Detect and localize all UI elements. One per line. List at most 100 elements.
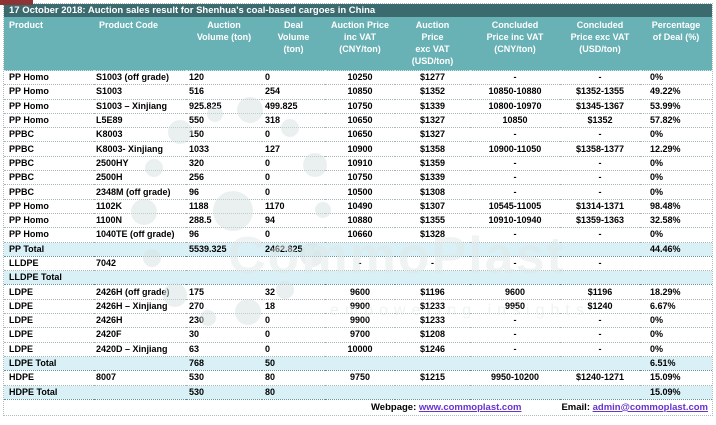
cell-concluded_price_inc_vat: - bbox=[470, 313, 560, 329]
cell-product: LDPE bbox=[4, 342, 94, 357]
cell-product_code: 2426H – Xinjiang bbox=[94, 299, 186, 315]
report-title: 17 October 2018: Auction sales result fo… bbox=[4, 4, 712, 17]
cell-deal_volume: 2462.825 bbox=[262, 241, 325, 257]
cell-auction_price_inc_vat: 9900 bbox=[325, 299, 395, 315]
cell-percentage_of_deal: 44.46% bbox=[640, 241, 712, 257]
cell-concluded_price_exc_vat: $1240-1271 bbox=[560, 370, 640, 386]
cell-percentage_of_deal: 32.58% bbox=[640, 213, 712, 229]
total-row: LLDPE Total bbox=[4, 270, 712, 286]
cell-concluded_price_exc_vat: - bbox=[560, 70, 640, 86]
cell-auction_price_exc_vat: $1196 bbox=[395, 284, 470, 300]
cell-auction_price_inc_vat: 9700 bbox=[325, 327, 395, 343]
cell-concluded_price_inc_vat: 9950 bbox=[470, 299, 560, 315]
cell-product: LLDPE Total bbox=[4, 270, 94, 286]
auction-results-table: Product Product Code Auction Volume (ton) D… bbox=[4, 17, 712, 400]
cell-auction_price_exc_vat: $1277 bbox=[395, 70, 470, 86]
cell-deal_volume: 254 bbox=[262, 84, 325, 100]
cell-auction_price_inc_vat: 9750 bbox=[325, 370, 395, 386]
column-header-auction_price_inc_vat: Auction Price inc VAT (CNY/ton) bbox=[325, 17, 395, 71]
cell-concluded_price_inc_vat bbox=[470, 355, 560, 372]
auction-table-body: PP Homo S1003 (off grade) 120 0 10250 $1277- -… bbox=[4, 70, 712, 400]
cell-concluded_price_exc_vat: - bbox=[560, 156, 640, 172]
cell-auction_price_exc_vat: $1208 bbox=[395, 327, 470, 343]
cell-auction_price_exc_vat: $1339 bbox=[395, 170, 470, 186]
cell-auction_price_exc_vat: - bbox=[395, 256, 470, 272]
cell-auction_price_exc_vat: $1308 bbox=[395, 184, 470, 200]
cell-product_code: 2426H (off grade) bbox=[94, 284, 186, 300]
cell-product_code: K8003 bbox=[94, 127, 186, 143]
cell-auction_volume: 320 bbox=[186, 156, 262, 172]
cell-deal_volume bbox=[262, 256, 325, 272]
cell-auction_volume: 63 bbox=[186, 342, 262, 357]
cell-auction_price_exc_vat: $1233 bbox=[395, 299, 470, 315]
cell-deal_volume bbox=[262, 270, 325, 286]
cell-product_code: 2500H bbox=[94, 170, 186, 186]
cell-product: PP Total bbox=[4, 241, 94, 257]
table-row: PP Homo S1003 – Xinjiang 925.825 499.825 107… bbox=[4, 99, 712, 114]
cell-auction_volume: 288.5 bbox=[186, 213, 262, 229]
cell-auction_price_exc_vat: $1233 bbox=[395, 313, 470, 329]
cell-deal_volume: 0 bbox=[262, 127, 325, 143]
cell-auction_price_exc_vat bbox=[395, 355, 470, 372]
cell-percentage_of_deal: 53.99% bbox=[640, 99, 712, 114]
cell-concluded_price_exc_vat: - bbox=[560, 327, 640, 343]
cell-product: PPBC bbox=[4, 170, 94, 186]
cell-auction_price_inc_vat: 10000 bbox=[325, 342, 395, 357]
cell-product_code: L5E89 bbox=[94, 113, 186, 129]
cell-concluded_price_exc_vat bbox=[560, 384, 640, 400]
webpage-link[interactable]: www.commoplast.com bbox=[418, 401, 522, 413]
cell-auction_volume: 96 bbox=[186, 184, 262, 200]
cell-percentage_of_deal bbox=[640, 270, 712, 286]
cell-deal_volume: 18 bbox=[262, 299, 325, 315]
table-row: PP Homo 1040TE (off grade) 96 0 10660 $1328- -… bbox=[4, 227, 712, 243]
cell-auction_volume: 925.825 bbox=[186, 99, 262, 114]
cell-percentage_of_deal: 15.09% bbox=[640, 370, 712, 386]
cell-auction_price_exc_vat bbox=[395, 241, 470, 257]
cell-concluded_price_exc_vat bbox=[560, 355, 640, 372]
cell-deal_volume: 0 bbox=[262, 327, 325, 343]
cell-percentage_of_deal: 0% bbox=[640, 184, 712, 200]
email-link[interactable]: admin@commoplast.com bbox=[592, 401, 708, 413]
cell-auction_volume: 175 bbox=[186, 284, 262, 300]
cell-product_code: K8003- Xinjiang bbox=[94, 141, 186, 157]
cell-concluded_price_inc_vat: - bbox=[470, 70, 560, 86]
cell-concluded_price_inc_vat bbox=[470, 384, 560, 400]
cell-concluded_price_inc_vat: - bbox=[470, 227, 560, 243]
email-label: Email: bbox=[561, 401, 590, 413]
cell-concluded_price_exc_vat: - bbox=[560, 184, 640, 200]
cell-auction_price_inc_vat: 10900 bbox=[325, 141, 395, 157]
cell-deal_volume: 0 bbox=[262, 342, 325, 357]
cell-percentage_of_deal: 0% bbox=[640, 70, 712, 86]
cell-concluded_price_exc_vat bbox=[560, 270, 640, 286]
cell-percentage_of_deal: 0% bbox=[640, 327, 712, 343]
cell-concluded_price_exc_vat: $1352 bbox=[560, 113, 640, 129]
cell-product: PP Homo bbox=[4, 70, 94, 86]
cell-concluded_price_inc_vat: 10850 bbox=[470, 113, 560, 129]
cell-product: PP Homo bbox=[4, 213, 94, 229]
cell-auction_price_exc_vat: $1307 bbox=[395, 199, 470, 214]
cell-product: PP Homo bbox=[4, 113, 94, 129]
cell-percentage_of_deal: 0% bbox=[640, 313, 712, 329]
cell-concluded_price_exc_vat bbox=[560, 241, 640, 257]
cell-product_code: 2420F bbox=[94, 327, 186, 343]
cell-auction_price_inc_vat bbox=[325, 384, 395, 400]
cell-deal_volume: 0 bbox=[262, 184, 325, 200]
cell-product: LDPE bbox=[4, 313, 94, 329]
cell-auction_volume: 1188 bbox=[186, 199, 262, 214]
column-header-concluded_price_exc_vat: Concluded Price exc VAT (USD/ton) bbox=[560, 17, 640, 71]
cell-auction_volume: 150 bbox=[186, 127, 262, 143]
table-footer: Webpage: www.commoplast.com Email: admin… bbox=[4, 400, 712, 415]
cell-percentage_of_deal: 0% bbox=[640, 342, 712, 357]
table-row: LDPE 2426H 230 0 9900 $1233- -0% bbox=[4, 313, 712, 329]
cell-percentage_of_deal: 0% bbox=[640, 170, 712, 186]
cell-percentage_of_deal bbox=[640, 256, 712, 272]
cell-auction_price_inc_vat bbox=[325, 241, 395, 257]
table-row: PPBC K8003 150 0 10650 $1327- -0% bbox=[4, 127, 712, 143]
cell-concluded_price_inc_vat: 10545-11005 bbox=[470, 199, 560, 214]
cell-auction_price_inc_vat: 9600 bbox=[325, 284, 395, 300]
cell-percentage_of_deal: 0% bbox=[640, 127, 712, 143]
cell-product_code bbox=[94, 270, 186, 286]
cell-product_code: S1003 – Xinjiang bbox=[94, 99, 186, 114]
cell-auction_price_inc_vat: 10750 bbox=[325, 99, 395, 114]
cell-product_code: 1100N bbox=[94, 213, 186, 229]
